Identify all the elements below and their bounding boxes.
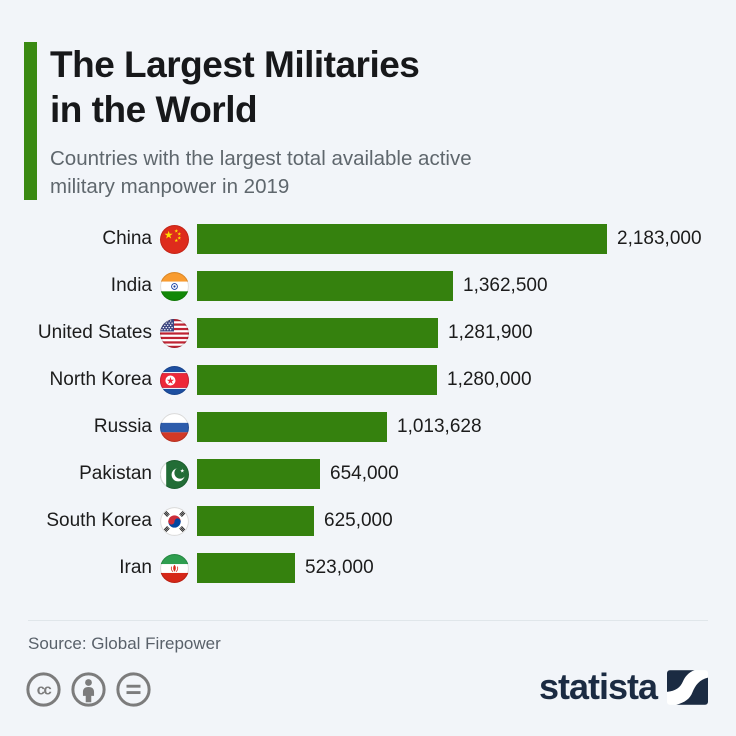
bar [197,318,438,348]
country-label: North Korea [49,369,152,390]
value-label: 1,013,628 [397,416,482,437]
bar-row: India 1,362,500 [0,271,736,301]
country-label: Iran [119,557,152,578]
footer-divider [28,620,708,621]
china-flag-icon: ★ ★ ★ ★ ★ [152,224,189,254]
bar-row: Pakistan ★ 654,000 [0,459,736,489]
svg-text:★: ★ [177,231,182,237]
equals-icon[interactable] [115,671,152,708]
page-title: The Largest Militaries in the World [50,42,472,132]
statista-logo[interactable]: statista [539,667,708,707]
cc-icon[interactable]: cc [25,671,62,708]
bar [197,412,387,442]
license-icons[interactable]: cc [25,671,152,708]
country-label: India [110,275,152,296]
bar [197,506,314,536]
united-states-flag-icon [152,318,189,348]
bar-chart: China ★ ★ ★ ★ ★ 2,183,000 India 1,362,500 United … [0,224,736,600]
bar [197,459,320,489]
title-line-1: The Largest Militaries [50,44,420,85]
bar [197,224,607,254]
value-label: 654,000 [330,463,399,484]
bar-row: Iran 523,000 [0,553,736,583]
india-flag-icon [152,271,189,301]
bar [197,365,437,395]
russia-flag-icon [152,412,189,442]
subtitle-line-1: Countries with the largest total availab… [50,147,472,170]
statista-wordmark: statista [538,666,658,707]
accent-bar [24,42,37,200]
statista-logo-mark [667,669,708,705]
country-label: United States [37,322,152,343]
south-korea-flag-icon [152,506,189,536]
iran-flag-icon [152,553,189,583]
header: The Largest Militaries in the World Coun… [24,42,472,200]
bar [197,271,453,301]
value-label: 1,280,000 [447,369,532,390]
value-label: 1,362,500 [463,275,548,296]
country-label: Russia [93,416,152,437]
svg-text:★: ★ [166,376,175,387]
north-korea-flag-icon: ★ [152,365,189,395]
country-label: China [102,228,152,249]
chart-subtitle: Countries with the largest total availab… [50,145,472,200]
bar-row: South Korea 625,000 [0,506,736,536]
svg-text:★: ★ [177,235,182,241]
bar-row: China ★ ★ ★ ★ ★ 2,183,000 [0,224,736,254]
svg-text:cc: cc [37,683,52,699]
bar-row: United States 1,281,900 [0,318,736,348]
bar [197,553,295,583]
title-line-2: in the World [50,89,258,130]
value-label: 625,000 [324,510,393,531]
value-label: 1,281,900 [448,322,533,343]
value-label: 523,000 [305,557,374,578]
svg-text:★: ★ [164,229,174,241]
value-label: 2,183,000 [617,228,702,249]
country-label: South Korea [46,510,152,531]
subtitle-line-2: military manpower in 2019 [50,174,290,198]
bar-row: Russia 1,013,628 [0,412,736,442]
pakistan-flag-icon: ★ [152,459,189,489]
svg-text:★: ★ [174,238,179,244]
svg-text:★: ★ [180,468,185,474]
svg-text:★: ★ [174,228,179,234]
attribution-person-icon[interactable] [70,671,107,708]
country-label: Pakistan [79,463,152,484]
source-text: Source: Global Firepower [28,634,221,653]
bar-row: North Korea ★ 1,280,000 [0,365,736,395]
